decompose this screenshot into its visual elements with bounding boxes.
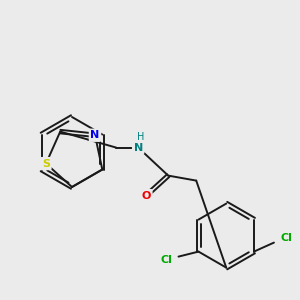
Text: Cl: Cl: [160, 255, 172, 265]
Text: O: O: [142, 190, 151, 201]
Text: H: H: [136, 132, 144, 142]
Text: Cl: Cl: [280, 232, 292, 243]
Text: N: N: [134, 142, 143, 153]
Text: S: S: [42, 159, 50, 169]
Text: N: N: [90, 130, 100, 140]
